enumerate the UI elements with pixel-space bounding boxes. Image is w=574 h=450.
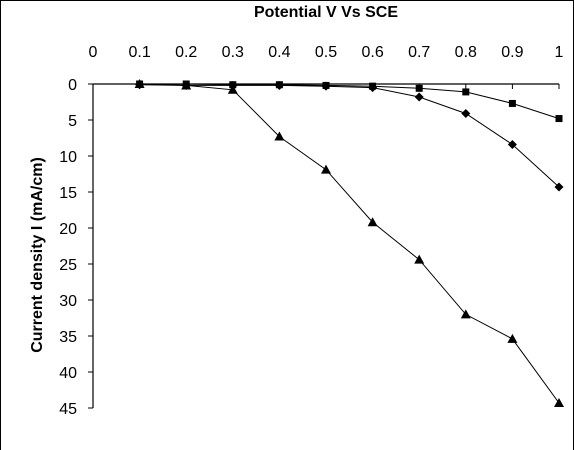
data-point-square: [555, 115, 563, 123]
data-point-diamond: [554, 182, 564, 192]
data-point-triangle: [181, 80, 192, 90]
data-point-triangle: [414, 254, 425, 264]
series-lines: [139, 83, 560, 404]
data-point-square: [415, 84, 423, 92]
x-axis-title: Potential V Vs SCE: [254, 4, 398, 21]
x-tick-label: 0.2: [175, 44, 197, 61]
x-tick-label: 1: [555, 44, 564, 61]
x-tick-label: 0.6: [361, 44, 383, 61]
data-point-triangle: [134, 79, 145, 88]
data-point-diamond: [414, 92, 424, 102]
data-point-triangle: [554, 397, 564, 407]
data-point-square: [322, 81, 330, 89]
y-tick-label: 35: [59, 329, 77, 346]
x-tick-label: 0.9: [501, 44, 523, 61]
data-point-square: [369, 82, 377, 90]
data-point-triangle: [460, 309, 471, 319]
data-point-triangle: [367, 217, 378, 227]
data-point-square: [508, 99, 516, 107]
x-tick-label: 0: [89, 44, 98, 61]
y-tick-label: 30: [59, 293, 77, 310]
data-point-square: [229, 81, 237, 89]
data-point-triangle: [507, 333, 518, 343]
y-tick-label: 5: [68, 113, 77, 130]
data-point-triangle: [227, 84, 238, 94]
x-tick-label: 0.4: [268, 44, 290, 61]
series-triangle-line: [139, 83, 560, 404]
x-tick-label: 0.7: [408, 44, 430, 61]
series-markers: [134, 79, 564, 407]
y-tick-label: 25: [59, 257, 77, 274]
y-tick-label: 20: [59, 221, 77, 238]
series-square-line: [139, 83, 560, 120]
x-tick-label: 0.5: [315, 44, 337, 61]
data-point-diamond: [507, 139, 517, 149]
y-axis-title: Current density I (mA/cm): [29, 157, 46, 353]
data-point-triangle: [321, 164, 331, 174]
data-point-diamond: [461, 109, 471, 119]
y-tick-label: 0: [68, 77, 77, 94]
data-point-square: [275, 81, 283, 89]
data-point-square: [462, 88, 470, 96]
data-point-triangle: [274, 131, 285, 141]
y-tick-label: 10: [59, 149, 77, 166]
series-diamond-line: [139, 84, 560, 188]
x-tick-label: 0.1: [128, 44, 150, 61]
x-tick-label: 0.3: [222, 44, 244, 61]
y-tick-label: 40: [59, 365, 77, 382]
x-tick-label: 0.8: [455, 44, 477, 61]
axes: 0 0.1 0.2 0.3 0.4 0.5 0.6 0.7 0.8 0.9 105101520253…: [59, 44, 563, 418]
y-tick-label: 45: [59, 401, 77, 418]
y-tick-label: 15: [59, 185, 77, 202]
